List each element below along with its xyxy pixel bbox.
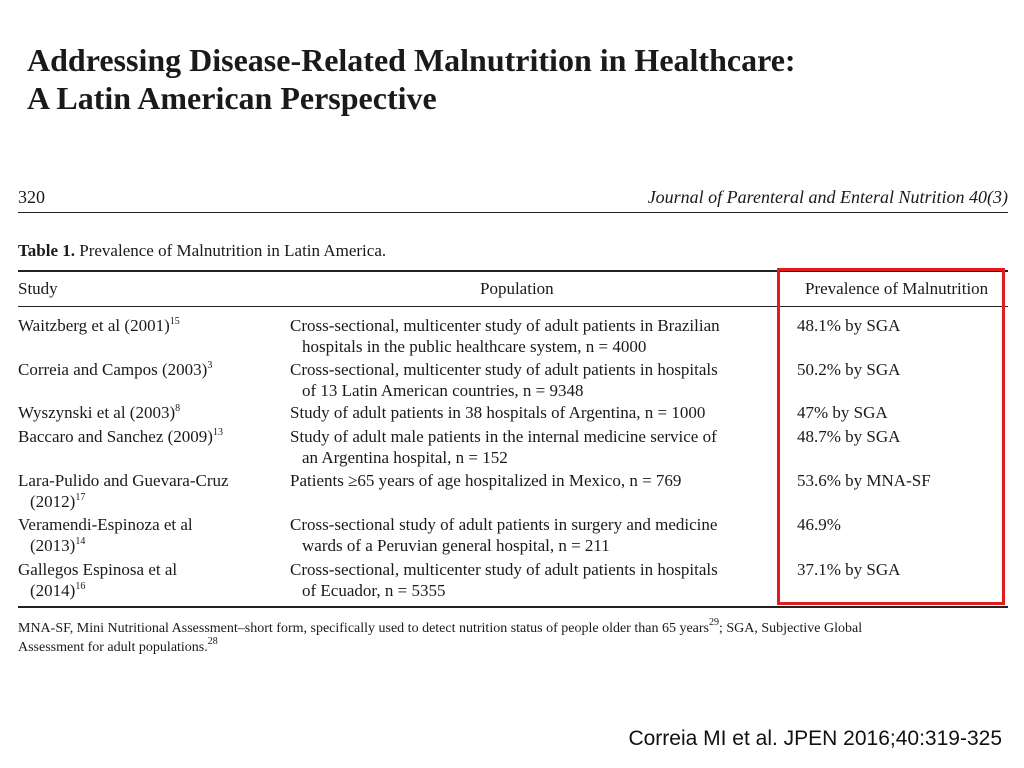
column-header-study: Study — [18, 279, 58, 298]
journal-header: 320 Journal of Parenteral and Enteral Nu… — [18, 186, 1008, 213]
column-header-population: Population — [480, 279, 554, 298]
population-line: an Argentina hospital, n = 152 — [302, 448, 508, 467]
study-cell: Wyszynski et al (2003)8 — [18, 402, 280, 423]
population-line: Cross-sectional study of adult patients … — [290, 515, 718, 534]
prevalence-cell: 46.9% — [797, 515, 841, 534]
footnote-text: MNA-SF, Mini Nutritional Assessment–shor… — [18, 621, 709, 636]
prevalence-cell: 48.7% by SGA — [797, 427, 901, 446]
study-cell: Baccaro and Sanchez (2009)13 — [18, 426, 280, 447]
table-caption-label: Table 1. — [18, 241, 76, 260]
table-caption: Table 1. Prevalence of Malnutrition in L… — [18, 240, 386, 262]
slide-title-line-1: Addressing Disease-Related Malnutrition … — [27, 42, 796, 78]
table-top-rule — [18, 270, 1008, 272]
study-cell: Gallegos Espinosa et al (2014)16 — [18, 559, 280, 601]
population-cell: Cross-sectional, multicenter study of ad… — [290, 359, 760, 401]
column-header-prevalence: Prevalence of Malnutrition — [805, 279, 989, 298]
journal-name: Journal of Parenteral and Enteral Nutrit… — [647, 187, 1008, 207]
slide-title: Addressing Disease-Related Malnutrition … — [27, 41, 796, 117]
study-year: (2013) — [30, 536, 76, 555]
table-caption-text: Prevalence of Malnutrition in Latin Amer… — [79, 241, 387, 260]
reference-number: 28 — [207, 636, 218, 647]
footnote-text: Assessment for adult populations. — [18, 640, 208, 655]
prevalence-cell: 48.1% by SGA — [797, 316, 901, 335]
reference-number: 17 — [75, 492, 86, 503]
population-cell: Cross-sectional study of adult patients … — [290, 514, 760, 556]
study-year: (2012) — [30, 492, 76, 511]
reference-number: 3 — [207, 360, 213, 371]
study-cell: Veramendi-Espinoza et al (2013)14 — [18, 514, 280, 556]
reference-number: 15 — [169, 316, 180, 327]
study-name: Wyszynski et al (2003) — [18, 403, 176, 422]
study-name: Lara-Pulido and Guevara-Cruz — [18, 471, 229, 490]
population-line: hospitals in the public healthcare syste… — [302, 337, 647, 356]
table-bottom-rule — [18, 606, 1008, 608]
population-line: Study of adult patients in 38 hospitals … — [290, 403, 706, 422]
study-year: (2014) — [30, 581, 76, 600]
study-name: Correia and Campos (2003) — [18, 360, 208, 379]
population-line: Patients ≥65 years of age hospitalized i… — [290, 471, 682, 490]
source-citation: Correia MI et al. JPEN 2016;40:319-325 — [628, 727, 1002, 750]
reference-number: 16 — [75, 581, 86, 592]
prevalence-cell: 47% by SGA — [797, 403, 888, 422]
prevalence-cell: 53.6% by MNA-SF — [797, 471, 931, 490]
study-cell: Waitzberg et al (2001)15 — [18, 315, 280, 336]
population-line: of Ecuador, n = 5355 — [302, 581, 446, 600]
table-footnote: MNA-SF, Mini Nutritional Assessment–shor… — [18, 617, 1008, 657]
prevalence-cell: 50.2% by SGA — [797, 360, 901, 379]
population-line: of 13 Latin American countries, n = 9348 — [302, 381, 584, 400]
reference-number: 13 — [212, 427, 223, 438]
table-header-rule — [18, 306, 1008, 307]
population-line: wards of a Peruvian general hospital, n … — [302, 536, 610, 555]
reference-number: 8 — [175, 403, 181, 414]
reference-number: 29 — [709, 617, 719, 628]
population-line: Cross-sectional, multicenter study of ad… — [290, 360, 718, 379]
prevalence-cell: 37.1% by SGA — [797, 560, 901, 579]
population-line: Cross-sectional, multicenter study of ad… — [290, 316, 720, 335]
population-cell: Study of adult male patients in the inte… — [290, 426, 760, 468]
footnote-text: ; SGA, Subjective Global — [719, 621, 863, 636]
slide-title-line-2: A Latin American Perspective — [27, 80, 437, 116]
population-cell: Patients ≥65 years of age hospitalized i… — [290, 470, 760, 491]
page-number: 320 — [18, 187, 45, 207]
study-name: Gallegos Espinosa et al — [18, 560, 178, 579]
study-name: Baccaro and Sanchez (2009) — [18, 427, 213, 446]
population-line: Study of adult male patients in the inte… — [290, 427, 717, 446]
population-line: Cross-sectional, multicenter study of ad… — [290, 560, 718, 579]
prevalence-highlight-box — [777, 268, 1005, 605]
study-cell: Correia and Campos (2003)3 — [18, 359, 280, 380]
reference-number: 14 — [75, 536, 86, 547]
study-cell: Lara-Pulido and Guevara-Cruz (2012)17 — [18, 470, 280, 512]
population-cell: Cross-sectional, multicenter study of ad… — [290, 315, 760, 357]
population-cell: Study of adult patients in 38 hospitals … — [290, 402, 760, 423]
study-name: Waitzberg et al (2001) — [18, 316, 170, 335]
population-cell: Cross-sectional, multicenter study of ad… — [290, 559, 760, 601]
study-name: Veramendi-Espinoza et al — [18, 515, 193, 534]
